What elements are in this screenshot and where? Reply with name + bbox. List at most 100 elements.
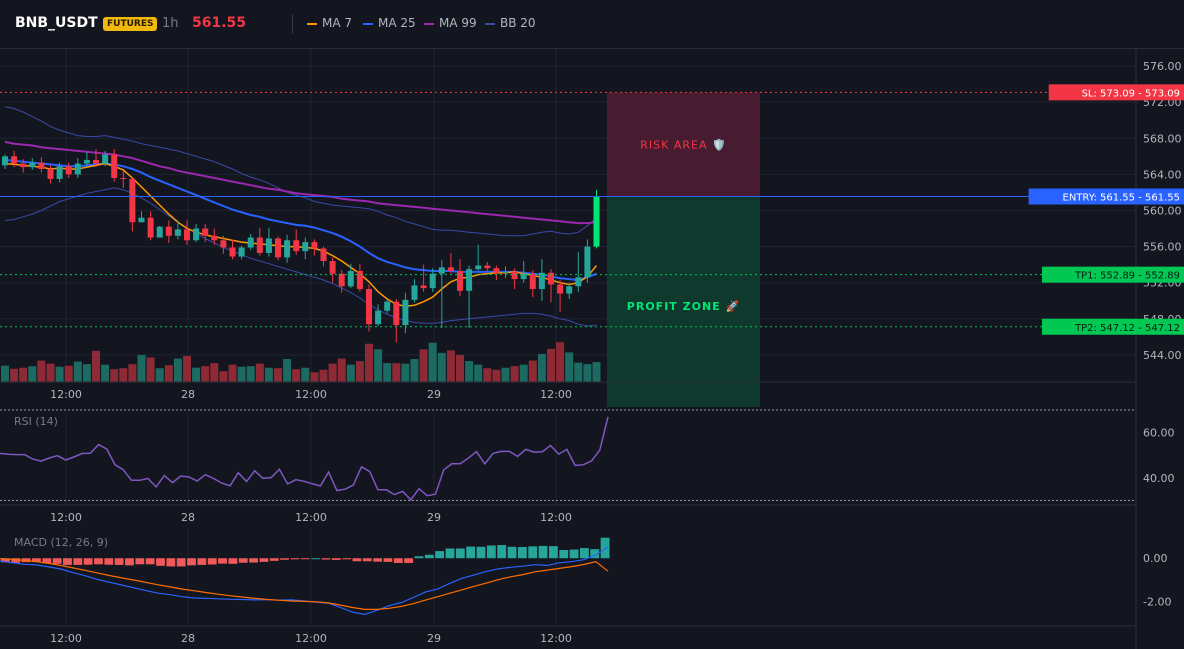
- candle-body: [366, 289, 372, 325]
- candle-body: [156, 226, 163, 238]
- entry-price-tag: ENTRY: 561.55 - 561.55: [1063, 192, 1181, 203]
- volume-bar: [310, 372, 319, 382]
- legend-ma25[interactable]: MA 25: [363, 16, 416, 30]
- macd-histogram-bar: [342, 558, 352, 560]
- candle-body: [393, 301, 400, 326]
- macd-histogram-bar: [321, 558, 331, 560]
- volume-bar: [55, 366, 64, 382]
- price-tick-label: 556.00: [1143, 241, 1182, 254]
- volume-bar: [574, 362, 583, 382]
- candle-body: [438, 267, 445, 274]
- macd-histogram-bar: [269, 558, 279, 561]
- candle-body: [174, 229, 181, 236]
- macd-line: [0, 546, 609, 616]
- candle-body: [165, 226, 172, 236]
- candle-body: [420, 285, 427, 289]
- volume-bar: [292, 369, 301, 382]
- macd-histogram-bar: [280, 558, 289, 560]
- volume-bar: [583, 364, 592, 382]
- volume-bar: [428, 342, 437, 382]
- macd-histogram-bar: [455, 548, 465, 559]
- time-tick-label: 12:00: [50, 632, 82, 645]
- macd-signal-line: [0, 558, 609, 610]
- time-tick-label: 12:00: [540, 632, 572, 645]
- volume-bar: [474, 364, 483, 382]
- macd-histogram-bar: [404, 558, 414, 563]
- macd-histogram-bar: [300, 558, 310, 560]
- candle-body: [83, 159, 90, 164]
- volume-bar: [246, 366, 255, 382]
- volume-bar: [192, 367, 201, 382]
- ma25-line: [4, 158, 597, 282]
- candle-body: [575, 277, 582, 287]
- candle-body: [238, 247, 245, 257]
- macd-histogram-bar: [311, 558, 321, 560]
- timeframe-label[interactable]: 1h: [162, 16, 179, 31]
- candle-body: [2, 156, 8, 166]
- candle-body: [447, 267, 454, 271]
- macd-histogram-bar: [590, 549, 600, 559]
- time-tick-label: 12:00: [295, 511, 327, 524]
- macd-histogram-bar: [125, 558, 134, 566]
- macd-histogram-bar: [352, 558, 362, 562]
- candle-body: [329, 261, 336, 274]
- macd-histogram-bar: [218, 558, 227, 564]
- volume-bar: [255, 363, 264, 382]
- volume-bar: [337, 358, 346, 382]
- volume-bar: [419, 349, 428, 382]
- macd-histogram-bar: [176, 558, 186, 567]
- macd-histogram-bar: [393, 558, 403, 563]
- candle-body: [247, 237, 254, 248]
- candle-body: [538, 272, 545, 290]
- candle-body: [293, 240, 300, 252]
- legend-ma99[interactable]: MA 99: [424, 16, 477, 30]
- futures-badge: FUTURES: [103, 17, 158, 31]
- macd-histogram-bar: [1, 558, 10, 563]
- legend-bb20[interactable]: BB 20: [485, 16, 536, 30]
- candle-body: [529, 273, 536, 290]
- candle-body: [256, 237, 263, 253]
- candle-body: [120, 177, 127, 179]
- candle-body: [338, 273, 345, 287]
- volume-bar: [328, 363, 337, 382]
- candle-body: [584, 246, 591, 278]
- macd-histogram-bar: [435, 551, 445, 559]
- volume-bar: [155, 368, 164, 382]
- volume-bar: [492, 369, 501, 382]
- price-axis-bg: [1136, 49, 1184, 649]
- macd-histogram-bar: [579, 548, 589, 559]
- macd-histogram-bar: [290, 558, 300, 560]
- volume-bar: [210, 363, 219, 382]
- macd-histogram-bar: [414, 556, 424, 559]
- rsi-tick-label: 60.00: [1143, 427, 1175, 440]
- candle-body: [384, 301, 391, 311]
- price-tick-label: 560.00: [1143, 204, 1182, 217]
- volume-bar: [110, 369, 119, 382]
- macd-histogram-bar: [11, 558, 21, 563]
- candle-body: [457, 270, 463, 291]
- rsi-line: [0, 416, 609, 501]
- volume-bar: [10, 368, 19, 382]
- sl-price-tag: SL: 573.09 - 573.09: [1082, 88, 1180, 99]
- macd-histogram-bar: [83, 558, 93, 565]
- macd-histogram-bar: [466, 546, 476, 559]
- macd-title: MACD (12, 26, 9): [14, 536, 108, 549]
- volume-bar: [537, 353, 546, 382]
- candle-body: [11, 156, 18, 164]
- symbol-label[interactable]: BNB_USDT: [15, 15, 98, 31]
- macd-histogram-bar: [145, 558, 155, 565]
- legend-ma7[interactable]: MA 7: [307, 16, 352, 30]
- candle-body: [593, 196, 600, 247]
- macd-histogram-bar: [197, 558, 207, 565]
- volume-bar: [137, 354, 146, 382]
- candle-body: [47, 168, 54, 179]
- volume-bar: [73, 361, 82, 382]
- price-tick-label: 568.00: [1143, 132, 1182, 145]
- candle-body: [548, 272, 554, 285]
- volume-bar: [82, 364, 91, 382]
- time-tick-label: 12:00: [295, 388, 327, 401]
- volume-bar: [365, 343, 373, 382]
- candle-body: [184, 229, 190, 241]
- volume-bar: [355, 361, 364, 382]
